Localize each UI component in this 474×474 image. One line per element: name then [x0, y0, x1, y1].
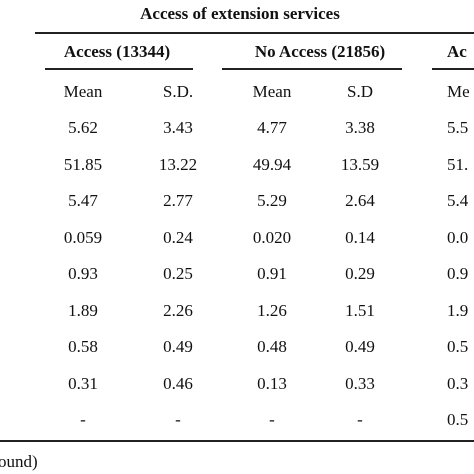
cell: 0.5: [447, 337, 469, 356]
cell: 0.14: [345, 227, 375, 247]
rule: [35, 32, 474, 34]
cell: 0.0: [447, 227, 469, 247]
rule: [222, 68, 402, 70]
cell: 0.91: [257, 264, 287, 283]
group-header: No Access (21856): [254, 42, 386, 61]
cell: 5.47: [68, 191, 98, 210]
group-header: Ac: [447, 42, 467, 61]
cell: 0.49: [163, 337, 193, 356]
cell: 13.22: [158, 154, 198, 174]
cell: -: [175, 410, 181, 429]
cell: 0.5: [447, 410, 469, 429]
cell: -: [80, 410, 86, 429]
cell: -: [269, 410, 275, 429]
cell: 0.46: [163, 373, 193, 393]
subheader: Mean: [252, 82, 292, 101]
cell: 1.9: [447, 300, 469, 320]
cell: 2.26: [163, 300, 193, 320]
rule: [432, 68, 474, 70]
cell: 49.94: [252, 154, 292, 174]
rule: [0, 440, 474, 442]
cell: 0.25: [163, 264, 193, 283]
cell: 0.3: [447, 373, 469, 393]
cell: 0.49: [345, 337, 375, 356]
cell: 5.5: [447, 118, 469, 137]
rule: [45, 68, 193, 70]
cell: 1.26: [257, 300, 287, 320]
cell: -: [357, 410, 363, 429]
subheader: S.D: [347, 82, 373, 101]
cell: 1.51: [345, 300, 375, 320]
cell: 4.77: [257, 118, 287, 137]
cell: 0.58: [68, 337, 98, 356]
cell: 0.48: [257, 337, 287, 356]
subheader: Me: [447, 82, 470, 101]
cell: 0.24: [163, 227, 193, 247]
cell: 0.29: [345, 264, 375, 283]
cell: 1.89: [68, 300, 98, 320]
group-header: Access (13344): [63, 42, 171, 61]
cell: 0.93: [68, 264, 98, 283]
cell: 2.77: [163, 191, 193, 210]
cell: 0.059: [63, 227, 103, 247]
cell: 51.85: [63, 154, 103, 174]
cell: 0.13: [257, 373, 287, 393]
cell: 0.31: [68, 373, 98, 393]
footnote: ound): [0, 452, 38, 471]
cell: 3.43: [163, 118, 193, 137]
cell: 5.4: [447, 191, 469, 210]
cell: 5.29: [257, 191, 287, 210]
subheader: Mean: [63, 82, 103, 101]
cell: 0.020: [252, 227, 292, 247]
cell: 0.9: [447, 264, 469, 283]
cell: 5.62: [68, 118, 98, 137]
cell: 3.38: [345, 118, 375, 137]
cell: 13.59: [340, 154, 380, 174]
cell: 51.: [447, 154, 469, 174]
subheader: S.D.: [162, 82, 194, 101]
caption: Access of extension services: [140, 4, 340, 23]
cell: 0.33: [345, 373, 375, 393]
cell: 2.64: [345, 191, 375, 210]
